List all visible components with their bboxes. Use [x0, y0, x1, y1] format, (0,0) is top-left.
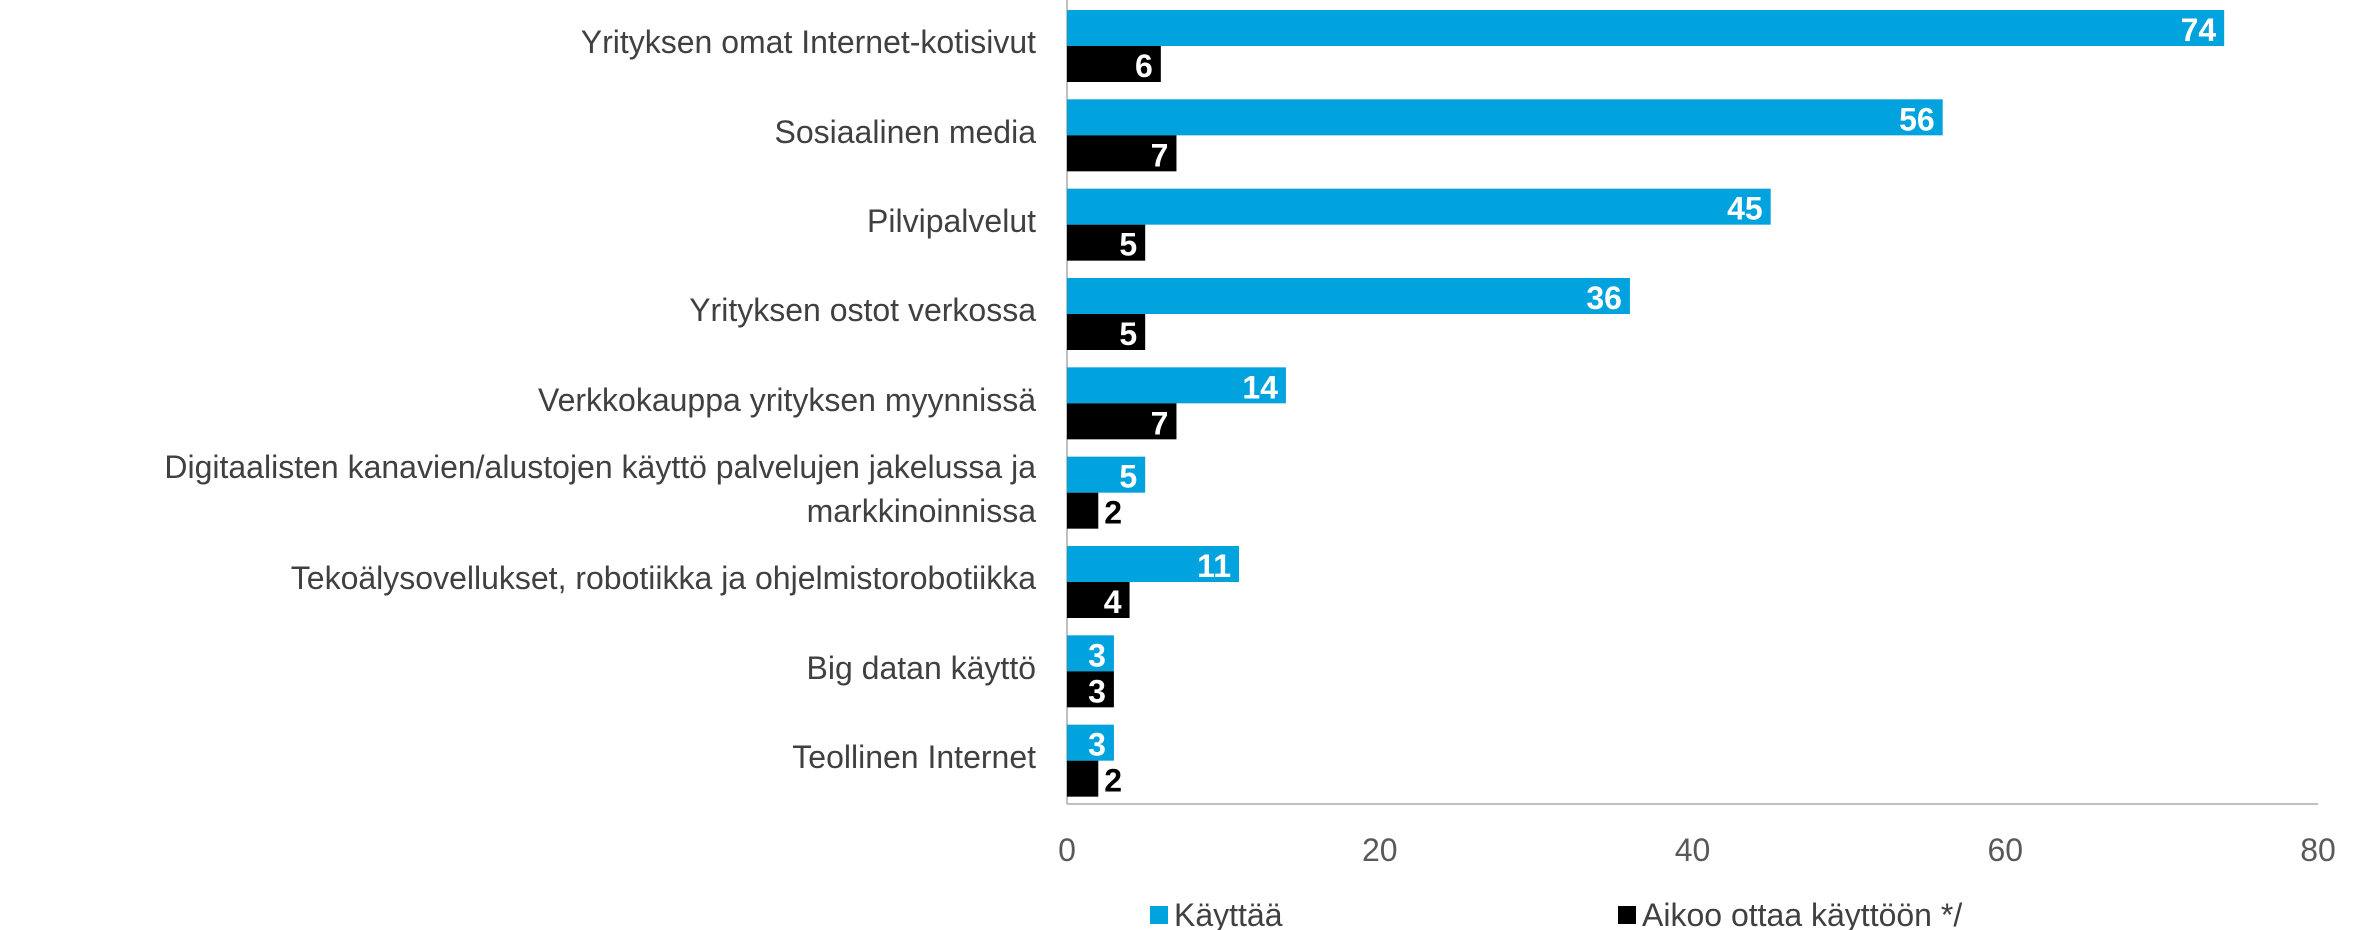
legend-swatch [1150, 906, 1168, 924]
bar [1067, 403, 1177, 440]
bar [1067, 188, 1771, 225]
value-label: 7 [1151, 137, 1169, 173]
category-label: Yrityksen ostot verkossa [689, 292, 1036, 329]
value-label: 3 [1088, 673, 1106, 709]
category-label: Verkkokauppa yrityksen myynnissä [538, 381, 1036, 418]
value-label: 4 [1104, 584, 1122, 620]
x-tick-label: 0 [1058, 832, 1076, 868]
category-label: Teollinen Internet [792, 739, 1036, 776]
value-label: 2 [1104, 495, 1122, 531]
x-tick-label: 80 [2300, 832, 2336, 868]
value-label: 56 [1899, 101, 1935, 137]
x-tick-label: 40 [1675, 832, 1711, 868]
bar [1067, 367, 1286, 404]
category-label: Digitaalisten kanavien/alustojen käyttö … [164, 449, 1036, 529]
bar [1067, 135, 1177, 172]
bar [1067, 224, 1146, 261]
value-label: 3 [1088, 637, 1106, 673]
bar [1067, 99, 1943, 136]
value-label: 14 [1242, 369, 1278, 405]
legend-label: Käyttää [1174, 897, 1283, 930]
category-label: Sosiaalinen media [774, 113, 1037, 150]
bar [1067, 582, 1130, 618]
bar [1067, 10, 2225, 46]
bar [1067, 635, 1114, 672]
bar [1067, 46, 1161, 82]
value-label: 11 [1197, 548, 1231, 584]
value-label: 36 [1586, 280, 1622, 316]
value-label: 6 [1135, 48, 1153, 84]
value-label: 5 [1119, 316, 1137, 352]
value-label: 2 [1104, 763, 1122, 799]
value-label: 5 [1119, 459, 1137, 495]
category-label: Tekoälysovellukset, robotiikka ja ohjelm… [290, 560, 1036, 597]
category-label: Yrityksen omat Internet-kotisivut [580, 24, 1036, 61]
category-label: Pilvipalvelut [867, 203, 1036, 240]
bar [1067, 456, 1146, 493]
value-label: 7 [1151, 405, 1169, 441]
x-tick-label: 20 [1362, 832, 1398, 868]
value-label: 45 [1727, 191, 1763, 227]
bar [1067, 760, 1099, 797]
x-tick-label: 60 [1987, 832, 2023, 868]
bar [1067, 278, 1630, 314]
legend-swatch [1618, 906, 1636, 924]
category-label: Big datan käyttö [806, 649, 1036, 686]
bar [1067, 314, 1146, 350]
bar [1067, 671, 1114, 708]
value-label: 3 [1088, 727, 1106, 763]
value-label: 5 [1119, 227, 1137, 263]
bar [1067, 546, 1240, 582]
bar [1067, 724, 1114, 761]
legend-label: Aikoo ottaa käyttöön */ [1642, 897, 1962, 930]
value-label: 74 [2181, 12, 2217, 48]
bar [1067, 492, 1099, 529]
